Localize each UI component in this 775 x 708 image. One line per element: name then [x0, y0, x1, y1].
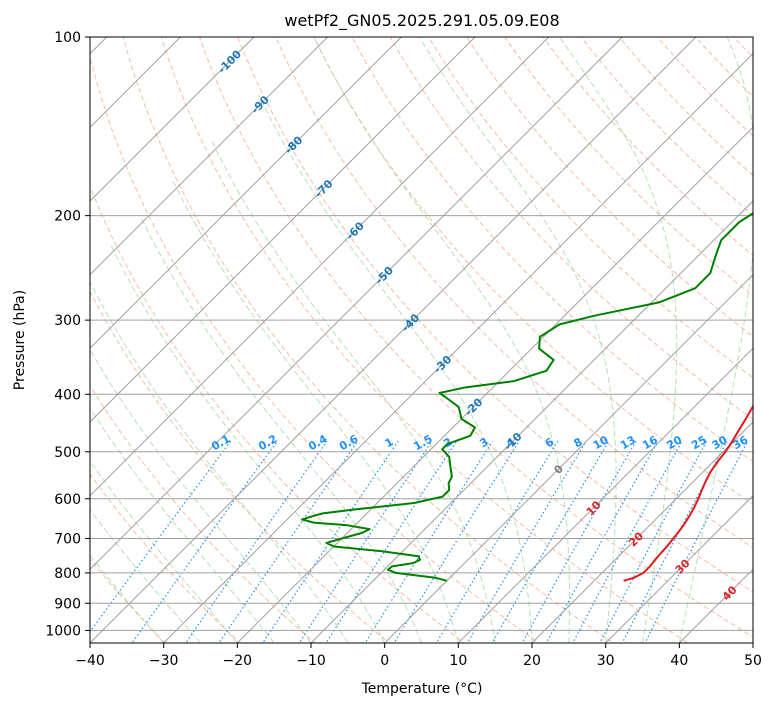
- profiles: [301, 212, 753, 582]
- isotherms: [90, 37, 753, 643]
- y-tick-label: 600: [54, 492, 81, 508]
- dewpoint-profile: [301, 212, 753, 582]
- isotherm-line: [90, 37, 550, 497]
- plot-frame: [89, 36, 754, 644]
- moist-adiabat-line: [419, 37, 617, 643]
- x-axis: −40 −30 −20 −10 0 10 20 30 40 50: [75, 643, 762, 669]
- y-axis: 100 200 300 400 500 600 700 800 900 1000: [45, 30, 90, 639]
- dry-adiabat-line: [90, 384, 316, 643]
- mixing-ratio-line: [466, 440, 587, 643]
- dry-adiabat-line: [90, 185, 465, 643]
- dry-adiabat-line: [504, 37, 753, 297]
- mixing-ratio-line: [325, 440, 458, 643]
- y-tick-label: 300: [54, 313, 81, 329]
- dry-adiabat-line: [160, 37, 690, 643]
- dry-adiabat-line: [427, 37, 753, 379]
- mixing-ratio-line: [364, 440, 494, 643]
- y-tick-label: 100: [54, 30, 81, 46]
- isotherm-line: [310, 200, 753, 643]
- isotherm-line: [90, 37, 329, 276]
- y-tick-label: 500: [54, 445, 81, 461]
- moist-adiabat-line: [90, 554, 165, 643]
- y-tick-label: 900: [54, 596, 81, 612]
- y-tick-label: 200: [54, 209, 81, 225]
- moist-adiabat-line: [257, 94, 533, 643]
- mixing-ratio-line: [491, 440, 610, 643]
- dry-adiabat-line: [198, 37, 753, 638]
- isotherm-line: [163, 52, 753, 643]
- dry-adiabat-line: [313, 37, 753, 505]
- mixing-ratio-line: [621, 441, 728, 643]
- isobar-gridlines: [90, 37, 753, 631]
- x-tick-label: 0: [380, 653, 389, 669]
- dry-adiabat-line: [90, 558, 167, 643]
- dry-adiabat-line: [90, 55, 540, 643]
- isotherm-line: [384, 273, 753, 643]
- moist-adiabat-line: [110, 245, 386, 643]
- moist-adiabat-line: [90, 460, 238, 643]
- temperature-profile: [623, 403, 753, 582]
- mixing-ratio-line: [545, 440, 659, 643]
- mixing-ratio-line: [521, 440, 637, 643]
- moist-adiabat-line: [559, 37, 678, 643]
- dry-adiabat-line: [90, 290, 391, 643]
- y-tick-label: 400: [54, 387, 81, 403]
- y-tick-label: 700: [54, 532, 81, 548]
- y-tick-label: 1000: [45, 623, 81, 639]
- isotherm-line: [90, 37, 476, 423]
- moist-adiabat-line: [90, 508, 201, 643]
- x-tick-label: −30: [149, 653, 179, 669]
- plot-area: 0.1 0.2 0.4 0.6 1 1.5 2 3 4 6 8 10 13 16 20 25 30 36-100-…: [90, 37, 753, 643]
- y-axis-label: Pressure (hPa): [12, 290, 28, 390]
- moist-adiabat-line: [90, 407, 275, 643]
- dry-adiabats: [90, 37, 753, 643]
- x-tick-label: 50: [744, 653, 762, 669]
- isotherm-line: [90, 37, 697, 643]
- moist-adiabat-line: [90, 280, 349, 643]
- mixing-ratio-line: [644, 441, 749, 643]
- mixing-ratio-line: [131, 440, 278, 643]
- isotherm-line: [457, 347, 753, 643]
- chart-title: wetPf2_GN05.2025.291.05.09.E08: [284, 11, 559, 31]
- x-tick-label: 20: [523, 653, 541, 669]
- x-tick-label: 10: [449, 653, 467, 669]
- isotherm-line: [531, 421, 753, 643]
- x-tick-label: −10: [296, 653, 326, 669]
- mixing-ratio-line: [572, 441, 683, 643]
- mixing-ratio-line: [599, 441, 708, 643]
- moist-adiabat-line: [139, 215, 422, 643]
- isotherm-line: [90, 37, 402, 350]
- mixing-ratio-line: [262, 440, 399, 643]
- x-tick-label: −20: [223, 653, 253, 669]
- x-tick-label: 40: [670, 653, 688, 669]
- y-tick-label: 800: [54, 566, 81, 582]
- moist-adiabat-line: [313, 37, 571, 643]
- isotherm-line: [605, 494, 753, 643]
- moist-adiabat-line: [678, 37, 753, 643]
- x-axis-label: Temperature (°C): [361, 681, 483, 697]
- x-tick-label: 30: [597, 653, 615, 669]
- isotherm-line: [90, 37, 623, 571]
- mixing-ratio-lines: [90, 440, 749, 643]
- x-tick-label: −40: [75, 653, 105, 669]
- dry-adiabat-line: [389, 37, 753, 420]
- isotherm-line: [90, 37, 255, 202]
- dry-adiabat-line: [275, 37, 753, 549]
